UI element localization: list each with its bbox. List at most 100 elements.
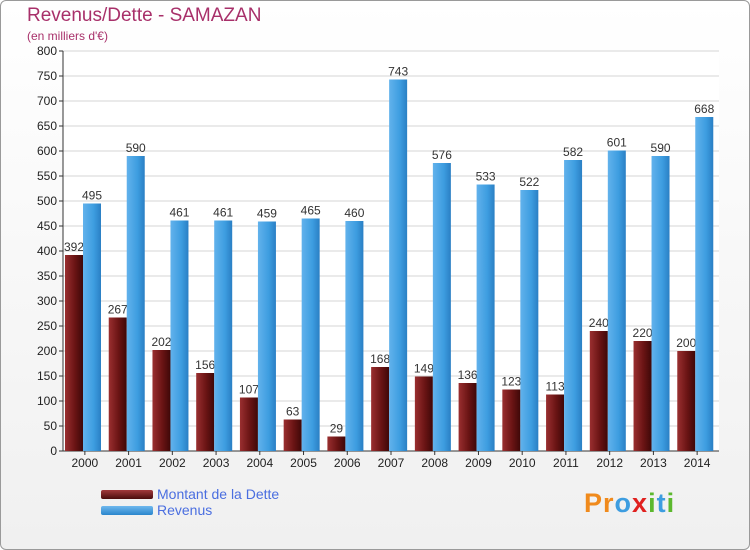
data-label-debt: 63 [286,405,300,419]
bar-revenue [301,218,320,451]
data-label-debt: 220 [633,326,653,340]
data-label-revenue: 743 [388,65,408,79]
y-tick-label: 500 [37,194,57,208]
data-label-revenue: 582 [563,145,583,159]
x-tick-label: 2003 [203,456,230,470]
data-label-revenue: 461 [213,206,233,220]
x-tick-label: 2011 [553,456,579,470]
legend-label-debt: Montant de la Dette [157,486,280,502]
y-tick-label: 750 [37,69,57,83]
y-tick-label: 250 [37,319,57,333]
y-tick-label: 450 [37,219,57,233]
data-label-revenue: 495 [82,189,102,203]
x-tick-label: 2006 [334,456,361,470]
bar-debt [196,373,215,451]
bar-revenue [389,79,408,451]
bar-revenue [520,190,539,451]
data-label-debt: 107 [239,383,259,397]
data-label-revenue: 533 [476,170,496,184]
logo-letter: t [656,488,667,518]
bar-debt [327,436,346,451]
data-label-revenue: 576 [432,148,452,162]
bar-debt [371,367,390,451]
y-tick-label: 200 [37,344,57,358]
legend-swatch-debt [101,490,153,499]
data-label-debt: 149 [414,362,434,376]
bar-revenue [607,150,626,451]
y-tick-label: 600 [37,144,57,158]
data-label-debt: 202 [151,335,171,349]
x-tick-label: 2009 [465,456,492,470]
logo-letter: P [584,488,604,518]
x-tick-label: 2002 [159,456,186,470]
x-tick-label: 2000 [72,456,99,470]
bar-revenue [476,184,495,451]
bar-debt [677,351,696,451]
data-label-debt: 240 [589,316,609,330]
bar-debt [283,419,302,451]
y-tick-label: 400 [37,244,57,258]
y-tick-label: 150 [37,369,57,383]
data-label-debt: 267 [108,303,128,317]
y-tick-label: 100 [37,394,57,408]
logo-letter: o [614,488,633,518]
data-label-revenue: 465 [301,204,321,218]
logo-letter: r [603,488,615,518]
data-label-revenue: 461 [169,206,189,220]
x-tick-label: 2010 [509,456,536,470]
bar-revenue [564,160,583,451]
y-tick-label: 800 [37,44,57,58]
data-label-debt: 29 [330,422,344,436]
chart-title: Revenus/Dette - SAMAZAN [27,5,262,26]
data-label-debt: 392 [64,240,84,254]
x-tick-label: 2001 [115,456,142,470]
chart-subtitle: (en milliers d'€) [27,29,108,43]
data-label-revenue: 601 [607,136,627,150]
x-tick-label: 2007 [378,456,405,470]
data-label-revenue: 590 [651,141,671,155]
logo-letter: x [632,488,649,518]
proxiti-logo: Proxiti [584,488,675,519]
data-label-revenue: 459 [257,207,277,221]
x-tick-label: 2004 [246,456,273,470]
legend-label-revenue: Revenus [157,502,213,518]
y-tick-label: 550 [37,169,57,183]
bar-revenue [257,221,276,451]
x-tick-label: 2008 [421,456,448,470]
data-label-debt: 156 [195,358,215,372]
bar-revenue [214,220,233,451]
bar-revenue [651,156,670,451]
bar-debt [633,341,652,451]
bar-debt [152,350,171,451]
y-tick-label: 50 [44,419,58,433]
data-label-debt: 136 [458,368,478,382]
y-tick-label: 650 [37,119,57,133]
bar-debt [546,394,565,451]
bar-revenue [126,156,145,451]
x-tick-label: 2005 [290,456,317,470]
bar-revenue [83,203,101,451]
bar-revenue [170,220,189,451]
x-tick-label: 2012 [596,456,623,470]
logo-letter: i [648,488,657,518]
logo-letter: i [666,488,676,518]
bar-debt [502,389,521,451]
y-tick-label: 300 [37,294,57,308]
y-tick-label: 700 [37,94,57,108]
x-tick-label: 2013 [640,456,667,470]
y-tick-label: 350 [37,269,57,283]
data-label-revenue: 590 [126,141,146,155]
data-label-revenue: 668 [694,102,714,116]
data-label-revenue: 522 [519,175,539,189]
data-label-debt: 123 [501,375,521,389]
data-label-revenue: 460 [344,206,364,220]
bar-debt [458,383,477,451]
data-label-debt: 168 [370,352,390,366]
bar-revenue [695,117,714,451]
bar-revenue [345,221,364,451]
bar-debt [414,376,433,451]
data-label-debt: 200 [676,336,696,350]
y-tick-label: 0 [50,444,57,458]
bar-revenue [432,163,451,451]
